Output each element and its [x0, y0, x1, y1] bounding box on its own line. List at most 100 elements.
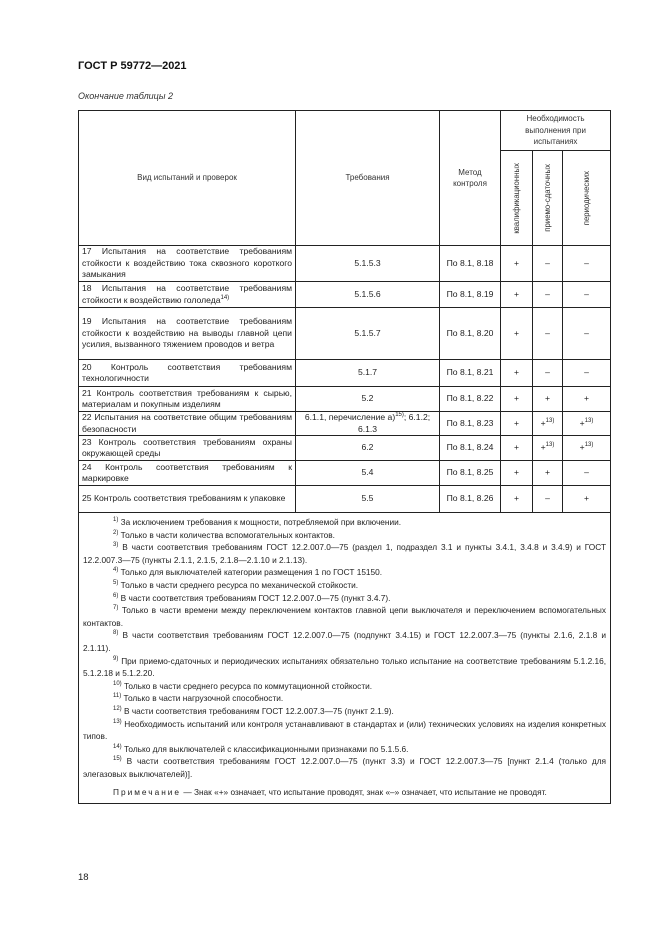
header-acceptance-label: приемо-сдаточных: [542, 164, 552, 232]
footnote-text: В части соответствия требованиям ГОСТ 12…: [83, 756, 607, 779]
qualification-cell: +: [500, 411, 533, 436]
acceptance-cell-footnote-ref: 13): [545, 417, 555, 424]
qualification-cell-text: +: [513, 288, 520, 299]
test-cell-text: 21 Контроль соответствия требованиям к с…: [82, 387, 292, 410]
footnote-number: 11): [113, 693, 122, 700]
qualification-cell-text: +: [513, 257, 520, 268]
periodic-cell: +: [561, 386, 612, 412]
table-row: 22 Испытания на соответствие общим требо…: [78, 411, 612, 436]
periodic-cell-text: +: [584, 493, 590, 504]
footnote: 4) Только для выключателей категории раз…: [83, 566, 606, 579]
footnote-number: 6): [113, 592, 119, 599]
method-cell-text: По 8.1, 8.21: [446, 367, 494, 378]
footnote-number: 15): [113, 756, 122, 763]
requirements-cell: 5.1.7: [295, 359, 440, 387]
footnote: 8) В части соответствия требованиям ГОСТ…: [83, 629, 606, 654]
requirements-cell-text: 5.1.7: [357, 367, 378, 378]
test-cell-text: 25 Контроль соответствия требованиям к у…: [82, 493, 286, 504]
footnote: 12) В части соответствия требованиям ГОС…: [83, 705, 606, 718]
requirements-cell-text: 5.4: [361, 467, 374, 478]
tests-table: Вид испытаний и проверок Требования Мето…: [77, 110, 612, 805]
method-cell: По 8.1, 8.24: [439, 435, 501, 461]
footnote: 15) В части соответствия требованиям ГОС…: [83, 755, 606, 780]
method-cell: По 8.1, 8.26: [439, 485, 501, 513]
qualification-cell-text: +: [513, 393, 520, 404]
periodic-cell-text: –: [584, 327, 589, 338]
requirements-cell: 5.1.5.6: [295, 281, 440, 308]
periodic-cell-text: +: [584, 393, 590, 404]
periodic-cell: –: [561, 460, 612, 486]
requirements-cell-text: 5.2: [361, 393, 374, 404]
footnote: 10) Только в части среднего ресурса по к…: [83, 680, 606, 693]
requirements-cell: 5.1.5.3: [295, 245, 440, 282]
test-cell-text: 18 Испытания на соответствие требованиям…: [82, 283, 292, 305]
footnote: 3) В части соответствия требованиям ГОСТ…: [83, 541, 606, 566]
footnote-number: 4): [113, 567, 119, 574]
note-label: Примечание: [113, 787, 182, 798]
acceptance-cell-text: –: [545, 367, 550, 378]
method-cell-text: По 8.1, 8.19: [446, 288, 494, 299]
test-cell-text: 17 Испытания на соответствие требованиям…: [82, 246, 292, 280]
table-caption: Окончание таблицы 2: [78, 91, 173, 101]
periodic-cell-text: –: [584, 257, 589, 268]
acceptance-cell: –: [532, 281, 563, 308]
footnote-text: Только в части времени между переключени…: [83, 605, 607, 628]
requirements-cell: 5.4: [295, 460, 440, 486]
acceptance-cell-text: –: [545, 493, 550, 504]
method-cell-text: По 8.1, 8.25: [446, 467, 494, 478]
method-cell: По 8.1, 8.20: [439, 307, 501, 360]
footnote-number: 10): [113, 680, 122, 687]
qualification-cell: +: [500, 359, 533, 387]
test-cell-footnote-ref: 14): [220, 294, 230, 301]
header-qualification: квалификационных: [500, 150, 533, 246]
qualification-cell-text: +: [513, 327, 520, 338]
acceptance-cell: +: [532, 386, 563, 412]
requirements-cell-text: 5.1.5.7: [354, 327, 381, 338]
footnote-text: Только для выключателей категории размещ…: [120, 567, 383, 578]
footnote-number: 3): [113, 542, 119, 549]
qualification-cell-text: +: [513, 367, 520, 378]
footnote: 7) Только в части времени между переключ…: [83, 604, 606, 629]
method-cell-text: По 8.1, 8.23: [446, 417, 494, 428]
periodic-cell-text: –: [584, 467, 589, 478]
footnote-text: Только в части количества вспомогательны…: [120, 529, 335, 540]
qualification-cell: +: [500, 245, 533, 282]
table-row: 20 Контроль соответствия требованиям тех…: [78, 359, 612, 387]
qualification-cell: +: [500, 307, 533, 360]
acceptance-cell-text: +: [544, 467, 551, 478]
footnote: 13) Необходимость испытаний или контроля…: [83, 718, 606, 743]
acceptance-cell: –: [532, 307, 563, 360]
footnote: 9) При приемо-сдаточных и периодических …: [83, 655, 606, 680]
footnote-text: В части соответствия требованиям ГОСТ 12…: [83, 542, 607, 565]
footnote-number: 5): [113, 579, 119, 586]
footnote: 6) В части соответствия требованиям ГОСТ…: [83, 592, 606, 605]
periodic-cell: –: [561, 307, 612, 360]
footnote-text: В части соответствия требованиям ГОСТ 12…: [83, 630, 607, 653]
acceptance-cell-text: –: [545, 327, 550, 338]
footnote: 5) Только в части среднего ресурса по ме…: [83, 579, 606, 592]
footnote-number: 14): [113, 743, 122, 750]
requirements-cell-text: 6.1.1, перечисление а): [304, 412, 396, 422]
qualification-cell: +: [500, 386, 533, 412]
note-text: — Знак «+» означает, что испытание прово…: [181, 787, 547, 798]
test-cell: 19 Испытания на соответствие требованиям…: [78, 307, 296, 360]
test-cell-text: 19 Испытания на соответствие требованиям…: [82, 316, 292, 350]
method-cell-text: По 8.1, 8.26: [446, 493, 494, 504]
table-row: 18 Испытания на соответствие требованиям…: [78, 281, 612, 308]
footnote: 14) Только для выключателей с классифика…: [83, 743, 606, 756]
test-cell: 23 Контроль соответствия требованиям охр…: [78, 435, 296, 461]
test-cell-text: 23 Контроль соответствия требованиям охр…: [82, 436, 292, 459]
footnote: 2) Только в части количества вспомогател…: [83, 529, 606, 542]
acceptance-cell: –: [532, 359, 563, 387]
periodic-cell: +13): [561, 435, 612, 461]
footnote-text: Только для выключателей с классификацион…: [123, 743, 409, 754]
qualification-cell-text: +: [513, 417, 520, 428]
acceptance-cell: +: [532, 460, 563, 486]
requirements-cell: 6.2: [295, 435, 440, 461]
periodic-cell-footnote-ref: 13): [584, 417, 594, 424]
footnote-text: В части соответствия требованиям ГОСТ 12…: [120, 592, 391, 603]
test-cell: 17 Испытания на соответствие требованиям…: [78, 245, 296, 282]
table-note: Примечание — Знак «+» означает, что испы…: [83, 786, 606, 799]
method-cell: По 8.1, 8.22: [439, 386, 501, 412]
header-qualification-label: квалификационных: [511, 162, 521, 234]
